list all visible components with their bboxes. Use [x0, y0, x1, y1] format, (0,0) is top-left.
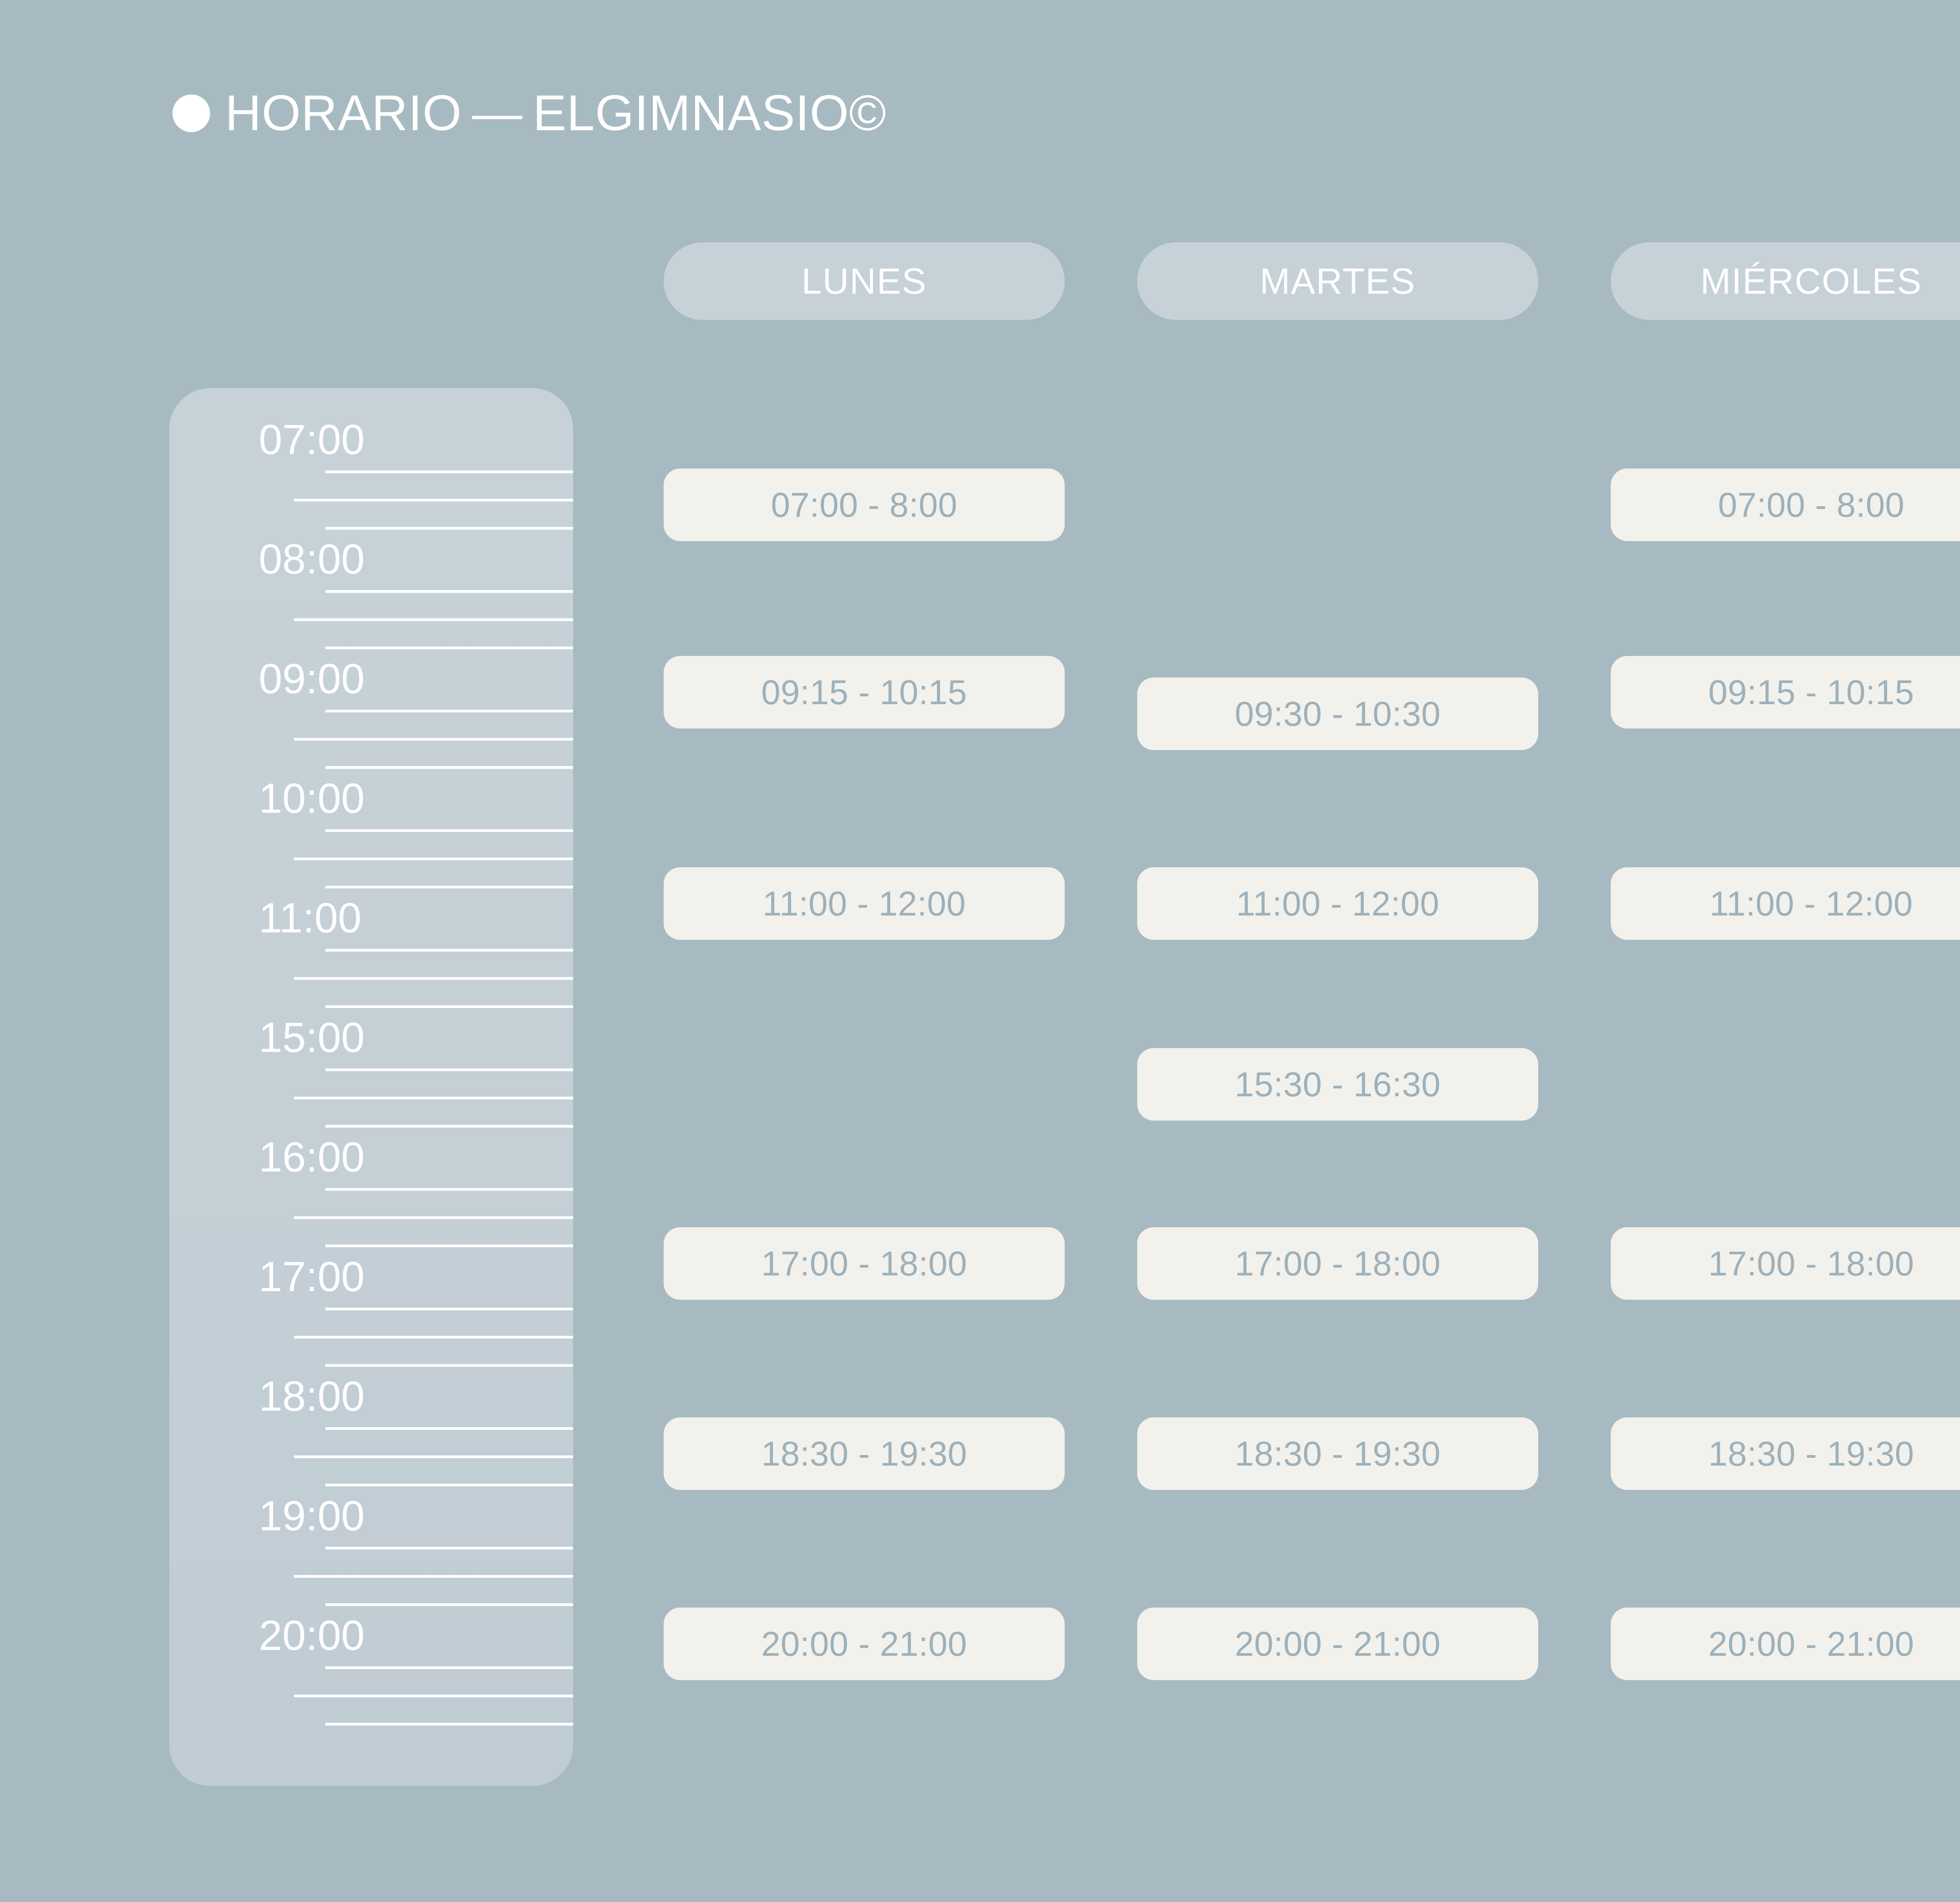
class-slot-time: 18:30 - 19:30 — [1708, 1434, 1915, 1473]
time-ruler-tick — [294, 1097, 573, 1099]
class-slot-card[interactable]: 07:00 - 8:00 — [664, 469, 1065, 541]
class-slot-time: 09:15 - 10:15 — [1708, 672, 1915, 712]
class-slot-time: 15:30 - 16:30 — [1234, 1065, 1441, 1104]
class-slot-card[interactable]: 15:30 - 16:30 — [1137, 1048, 1538, 1121]
class-slot-time: 18:30 - 19:30 — [1234, 1434, 1441, 1473]
time-ruler-tick — [325, 829, 573, 832]
day-header-row: LUNES MARTES MIÉRCOLES JUEVES VIERNES — [664, 242, 1960, 320]
time-ruler-label: 20:00 — [259, 1611, 365, 1659]
time-ruler-label: 11:00 — [259, 894, 362, 941]
time-ruler-tick — [325, 1723, 573, 1726]
brand-dash: — — [472, 85, 523, 141]
class-slot-time: 11:00 - 12:00 — [1710, 884, 1913, 923]
class-slot-time: 07:00 - 8:00 — [1718, 485, 1905, 524]
time-ruler-tick — [294, 1575, 573, 1578]
day-column-martes: 09:30 - 10:30 11:00 - 12:00 15:30 - 16:30 1… — [1137, 388, 1538, 1786]
time-ruler-tick — [325, 527, 573, 530]
time-ruler: 07:00 08:00 09:00 10:00 11:00 15:00 16:00 17:00… — [169, 388, 573, 1786]
time-ruler-tick — [325, 766, 573, 769]
class-slot-card[interactable]: 20:00 - 21:00 — [1611, 1608, 1960, 1680]
class-slot-time: 07:00 - 8:00 — [771, 485, 958, 524]
class-slot-time: 11:00 - 12:00 — [762, 884, 966, 923]
class-slot-card[interactable]: 17:00 - 18:00 — [664, 1227, 1065, 1300]
filled-circle-icon — [172, 94, 210, 132]
class-slot-card[interactable]: 09:15 - 10:15 — [664, 656, 1065, 728]
time-ruler-tick — [325, 1244, 573, 1247]
time-ruler-label: 16:00 — [259, 1133, 365, 1181]
class-slot-time: 17:00 - 18:00 — [1234, 1244, 1441, 1283]
time-ruler-tick — [294, 977, 573, 980]
brand-text-group: HORARIO — ELGIMNASIO© — [225, 88, 886, 138]
time-ruler-label: 18:00 — [259, 1372, 365, 1420]
time-ruler-label: 08:00 — [259, 535, 365, 583]
time-ruler-tick — [294, 499, 573, 501]
class-slot-card[interactable]: 18:30 - 19:30 — [1611, 1417, 1960, 1490]
brand-name: ELGIMNASIO© — [533, 85, 887, 141]
class-slot-card[interactable]: 09:15 - 10:15 — [1611, 656, 1960, 728]
time-ruler-tick — [325, 1484, 573, 1486]
time-ruler-tick — [294, 857, 573, 860]
time-ruler-tick — [325, 1188, 573, 1191]
class-slot-time: 09:15 - 10:15 — [761, 672, 967, 712]
time-ruler-tick — [325, 1603, 573, 1606]
day-header-label: MARTES — [1259, 260, 1416, 302]
day-column-lunes: 07:00 - 8:00 09:15 - 10:15 11:00 - 12:00 17… — [664, 388, 1065, 1786]
class-slot-time: 20:00 - 21:00 — [1708, 1624, 1915, 1663]
class-slot-card[interactable]: 17:00 - 18:00 — [1137, 1227, 1538, 1300]
day-header-miercoles[interactable]: MIÉRCOLES — [1611, 242, 1960, 320]
time-ruler-tick — [294, 1695, 573, 1697]
time-ruler-tick — [325, 647, 573, 649]
class-slot-time: 20:00 - 21:00 — [1234, 1624, 1441, 1663]
class-slot-time: 17:00 - 18:00 — [761, 1244, 967, 1283]
class-slot-time: 09:30 - 10:30 — [1234, 694, 1441, 733]
day-column-miercoles: 07:00 - 8:00 09:15 - 10:15 11:00 - 12:00 17… — [1611, 388, 1960, 1786]
time-ruler-label: 15:00 — [259, 1014, 365, 1061]
class-slot-time: 18:30 - 19:30 — [761, 1434, 967, 1473]
time-ruler-tick — [294, 738, 573, 741]
class-slot-card[interactable]: 11:00 - 12:00 — [1137, 867, 1538, 940]
time-ruler-tick — [294, 618, 573, 621]
time-ruler-tick — [325, 590, 573, 593]
time-ruler-tick — [325, 1427, 573, 1430]
brand-header: HORARIO — ELGIMNASIO© — [172, 88, 886, 138]
day-header-label: LUNES — [801, 260, 927, 302]
time-ruler-label: 19:00 — [259, 1492, 365, 1539]
class-slot-card[interactable]: 09:30 - 10:30 — [1137, 678, 1538, 750]
class-slot-time: 11:00 - 12:00 — [1236, 884, 1439, 923]
time-ruler-tick — [325, 1068, 573, 1071]
time-ruler-tick — [325, 1666, 573, 1669]
time-ruler-tick — [325, 949, 573, 952]
time-ruler-label: 09:00 — [259, 655, 365, 702]
class-slot-card[interactable]: 17:00 - 18:00 — [1611, 1227, 1960, 1300]
time-ruler-tick — [325, 710, 573, 712]
time-ruler-tick — [325, 886, 573, 888]
day-header-label: MIÉRCOLES — [1700, 260, 1922, 302]
class-slot-card[interactable]: 18:30 - 19:30 — [1137, 1417, 1538, 1490]
class-slot-card[interactable]: 20:00 - 21:00 — [1137, 1608, 1538, 1680]
class-slot-card[interactable]: 18:30 - 19:30 — [664, 1417, 1065, 1490]
class-slot-card[interactable]: 07:00 - 8:00 — [1611, 469, 1960, 541]
class-slot-card[interactable]: 11:00 - 12:00 — [1611, 867, 1960, 940]
time-ruler-tick — [325, 1547, 573, 1550]
time-ruler-tick — [325, 1308, 573, 1310]
time-ruler-tick — [325, 471, 573, 473]
time-ruler-label: 17:00 — [259, 1253, 365, 1300]
time-ruler-tick — [325, 1364, 573, 1367]
time-ruler-tick — [294, 1216, 573, 1219]
class-slot-time: 17:00 - 18:00 — [1708, 1244, 1915, 1283]
time-ruler-tick — [294, 1336, 573, 1339]
time-ruler-tick — [294, 1455, 573, 1458]
class-slot-card[interactable]: 11:00 - 12:00 — [664, 867, 1065, 940]
time-ruler-label: 07:00 — [259, 416, 365, 463]
class-slot-card[interactable]: 20:00 - 21:00 — [664, 1608, 1065, 1680]
day-header-lunes[interactable]: LUNES — [664, 242, 1065, 320]
time-ruler-tick — [325, 1125, 573, 1128]
schedule-grid: 07:00 - 8:00 09:15 - 10:15 11:00 - 12:00 17… — [664, 388, 1960, 1786]
class-slot-time: 20:00 - 21:00 — [761, 1624, 967, 1663]
day-header-martes[interactable]: MARTES — [1137, 242, 1538, 320]
time-ruler-label: 10:00 — [259, 774, 365, 822]
time-ruler-tick — [325, 1005, 573, 1008]
page-title: HORARIO — [225, 85, 462, 141]
